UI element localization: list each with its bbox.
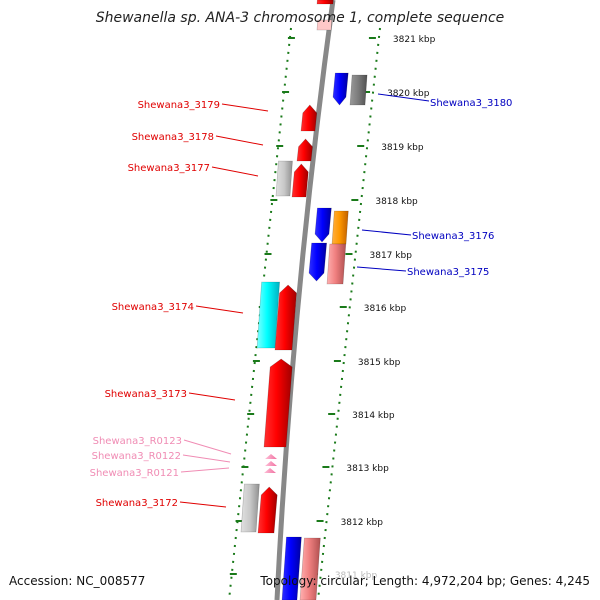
gene-label[interactable]: Shewana3_3172 [96, 498, 178, 509]
chromosome-backbone [274, 0, 336, 600]
gene-arrow-salmon [326, 243, 347, 285]
gene-arrow-red-3172 [257, 486, 278, 534]
gene-arrow-pink [316, 19, 333, 31]
scale-label: 3816 kbp [364, 304, 407, 314]
label-connector [183, 439, 232, 455]
gene-label[interactable]: Shewana3_3180 [430, 98, 512, 109]
gene-labels: Shewana3_3180 Shewana3_3179 Shewana3_3178 S… [90, 98, 513, 509]
gene-arrow-red-3178 [296, 138, 313, 162]
scale-label: 3812 kbp [341, 518, 384, 528]
gene-label[interactable]: Shewana3_3178 [132, 132, 214, 143]
label-connector [188, 392, 236, 401]
label-connector [180, 467, 230, 473]
scale-label: 3811 kbp [335, 571, 378, 581]
label-connectors [179, 93, 430, 508]
label-connector [182, 454, 231, 463]
gene-label[interactable]: Shewana3_3174 [112, 302, 194, 313]
gene-label[interactable]: Shewana3_R0123 [93, 436, 182, 447]
gene-label[interactable]: Shewana3_3175 [407, 267, 489, 278]
gene-label[interactable]: Shewana3_3173 [105, 389, 187, 400]
scale-label: 3813 kbp [346, 464, 389, 474]
rna-marker [264, 468, 276, 473]
scale-label: 3815 kbp [358, 358, 401, 368]
label-connector [195, 305, 244, 314]
scale-labels: 3821 kbp 3820 kbp 3819 kbp 3818 kbp 3817 kbp… [335, 35, 436, 581]
gene-arrow-red-3177 [291, 163, 309, 198]
gene-label[interactable]: Shewana3_3176 [412, 231, 494, 242]
gene-arrow-gray [349, 74, 368, 106]
label-connector [215, 135, 264, 146]
scale-label: 3821 kbp [393, 35, 436, 45]
gene-arrow-cyan [256, 281, 280, 349]
gene-arrow-red-3173 [263, 358, 293, 448]
gene-label[interactable]: Shewana3_3179 [138, 100, 220, 111]
gene-arrow-blue-3176 [314, 207, 332, 243]
label-connector [211, 166, 259, 177]
gene-arrow-red [316, 0, 334, 5]
scale-label: 3819 kbp [381, 143, 424, 153]
topology-text: Topology: circular; Length: 4,972,204 bp… [260, 574, 590, 588]
scale-label: 3817 kbp [370, 251, 413, 261]
gene-arrow-gray [275, 160, 293, 197]
gene-arrow-blue-3180 [332, 72, 349, 106]
gene-arrow-red-3174 [274, 284, 297, 351]
right-outer-guide [317, 27, 381, 600]
gene-arrow-red-3179 [300, 104, 318, 132]
gene-label[interactable]: Shewana3_R0121 [90, 468, 179, 479]
label-connector [221, 103, 269, 112]
label-connector [356, 266, 407, 272]
gene-arrow-salmon [299, 537, 321, 600]
label-connector [179, 501, 227, 508]
rna-marker [265, 461, 277, 466]
gene-arrow-blue [281, 536, 302, 600]
gene-arrow-orange [331, 210, 349, 245]
rna-marker [265, 454, 277, 459]
scale-label: 3820 kbp [387, 89, 430, 99]
map-title: Shewanella sp. ANA-3 chromosome 1, compl… [95, 10, 505, 26]
gene-arrow-gray [240, 483, 260, 533]
gene-label[interactable]: Shewana3_R0122 [92, 451, 181, 462]
scale-label: 3818 kbp [375, 197, 418, 207]
label-connector [377, 93, 430, 102]
gene-features [240, 0, 368, 600]
gene-arrow-blue-3175 [308, 242, 327, 282]
scale-label: 3814 kbp [352, 411, 395, 421]
gene-label[interactable]: Shewana3_3177 [128, 163, 210, 174]
accession-text: Accession: NC_008577 [9, 574, 146, 588]
label-connector [361, 229, 412, 236]
